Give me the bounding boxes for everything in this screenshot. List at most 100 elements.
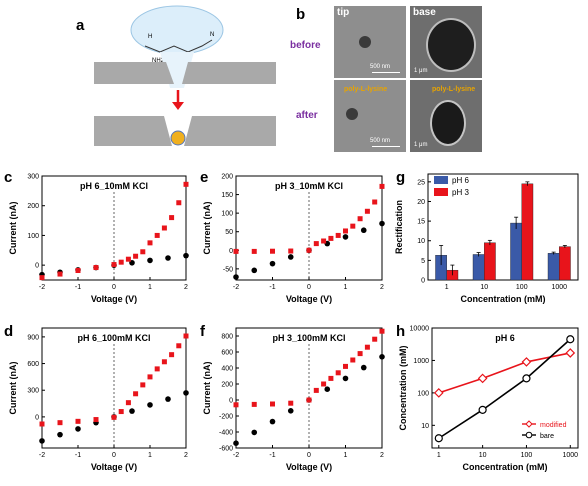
chart-c: c pH 6_10mM KCl Voltage (V) Current (nA) -2 -…: [4, 169, 189, 304]
legend-label: bare: [540, 433, 554, 440]
y-tick-label: 20: [417, 199, 425, 206]
data-point: [521, 357, 532, 367]
data-point: [147, 257, 153, 264]
scale-label-tip-after: 500 nm: [370, 138, 391, 144]
chart-title: pH 3_100mM KCl: [272, 333, 345, 343]
y-tick-label: 100: [27, 233, 39, 240]
data-point: [434, 434, 443, 443]
y-tick-label: 300: [27, 174, 39, 181]
data-point: [379, 220, 385, 227]
x-tick-label: 1: [344, 284, 348, 291]
x-tick-label: 1: [148, 284, 152, 291]
x-tick-label: 1000: [551, 284, 567, 291]
h-label: H: [148, 34, 152, 40]
x-tick-label: 100: [521, 452, 533, 459]
data-point: [233, 248, 239, 254]
panel-letter: g: [396, 169, 405, 186]
y-tick-label: 400: [221, 366, 233, 373]
data-point: [357, 216, 363, 222]
series-line: [438, 352, 571, 394]
data-point: [57, 271, 63, 277]
y-tick-label: 5: [421, 258, 425, 265]
y-tick-label: 300: [27, 388, 39, 395]
x-axis-label: Voltage (V): [91, 462, 137, 472]
x-tick-label: 2: [184, 452, 188, 459]
membrane-bottom-right: [184, 116, 276, 146]
y-tick-label: 1000: [413, 358, 429, 365]
panel-d: d pH 6_100mM KCl Voltage (V) Current (nA) -2…: [0, 322, 196, 481]
panel-letter: c: [4, 169, 12, 186]
y-axis-label: Rectification: [394, 200, 404, 254]
data-point: [342, 234, 349, 240]
data-point: [379, 183, 385, 189]
scale-bar: [372, 146, 400, 147]
data-point: [169, 215, 175, 221]
data-point: [93, 265, 99, 271]
scale-bar: [372, 72, 400, 73]
x-axis-label: Voltage (V): [286, 462, 332, 472]
data-point: [39, 275, 45, 281]
y-tick-label: 0: [229, 398, 233, 405]
legend-marker: [525, 420, 533, 428]
panel-letter: f: [200, 323, 206, 340]
data-point: [93, 417, 99, 423]
panel-letter: d: [4, 323, 13, 340]
data-point: [287, 408, 294, 414]
legend-label: modified: [540, 422, 567, 429]
y-axis-label: Current (nA): [202, 362, 212, 415]
y-tick-label: 100: [417, 390, 429, 397]
data-point: [360, 227, 367, 234]
panel-g: g Concentration (mM) Rectification 0 5 10 15 20…: [392, 168, 588, 310]
x-tick-label: -1: [75, 284, 81, 291]
data-point: [477, 373, 488, 384]
y-tick-label: 0: [35, 414, 39, 421]
data-point: [313, 387, 319, 393]
membrane-bottom-left: [94, 116, 172, 146]
x-tick-label: -1: [269, 452, 275, 459]
data-point: [306, 397, 312, 403]
data-point: [118, 409, 124, 415]
polymer-chain: [144, 39, 213, 53]
x-tick-label: 1000: [562, 452, 578, 459]
data-point: [39, 421, 45, 427]
scale-label-base-before: 1 μm: [414, 68, 428, 74]
data-point: [269, 418, 276, 425]
chart-f: f pH 3_100mM KCl Voltage (V) Current (nA) -2…: [200, 323, 385, 472]
y-tick-label: 200: [221, 382, 233, 389]
data-point: [183, 252, 189, 259]
chart-e: e pH 3_10mM KCl Voltage (V) Current (nA) -2 -…: [200, 169, 385, 304]
pore-base-after: [430, 100, 466, 146]
y-tick-label: -50: [223, 266, 233, 273]
data-point: [335, 370, 341, 376]
data-point: [350, 223, 356, 229]
data-point: [165, 396, 171, 402]
data-point: [379, 328, 385, 334]
y-tick-label: 0: [35, 263, 39, 270]
data-point: [343, 363, 348, 369]
data-point: [364, 344, 370, 350]
data-point: [350, 357, 356, 363]
y-tick-label: -400: [219, 430, 233, 437]
data-point: [321, 238, 327, 244]
chart-title: pH 6_10mM KCl: [80, 181, 148, 191]
data-point: [75, 418, 81, 424]
data-point: [251, 429, 258, 436]
y-tick-label: 150: [221, 192, 233, 199]
legend-label: pH 3: [452, 188, 469, 197]
x-tick-label: 1: [445, 284, 449, 291]
data-point: [39, 438, 45, 444]
data-point: [478, 405, 487, 414]
modified-pore-icon: [170, 130, 186, 146]
bar: [510, 222, 522, 281]
data-point: [133, 391, 139, 397]
plot-frame: [427, 173, 579, 281]
panel-e: e pH 3_10mM KCl Voltage (V) Current (nA) -2 -…: [196, 168, 392, 310]
data-point: [269, 260, 276, 267]
y-axis-label: Current (nA): [8, 362, 18, 415]
sem-base-before: base 1 μm: [410, 6, 482, 78]
y-tick-label: -600: [219, 446, 233, 453]
data-point: [140, 249, 146, 255]
panel-letter: e: [200, 169, 208, 186]
data-point: [364, 208, 370, 214]
data-point: [288, 400, 294, 406]
